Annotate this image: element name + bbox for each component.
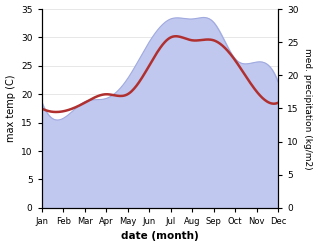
Y-axis label: max temp (C): max temp (C) [5, 75, 16, 142]
Y-axis label: med. precipitation (kg/m2): med. precipitation (kg/m2) [303, 48, 313, 169]
X-axis label: date (month): date (month) [121, 231, 199, 242]
